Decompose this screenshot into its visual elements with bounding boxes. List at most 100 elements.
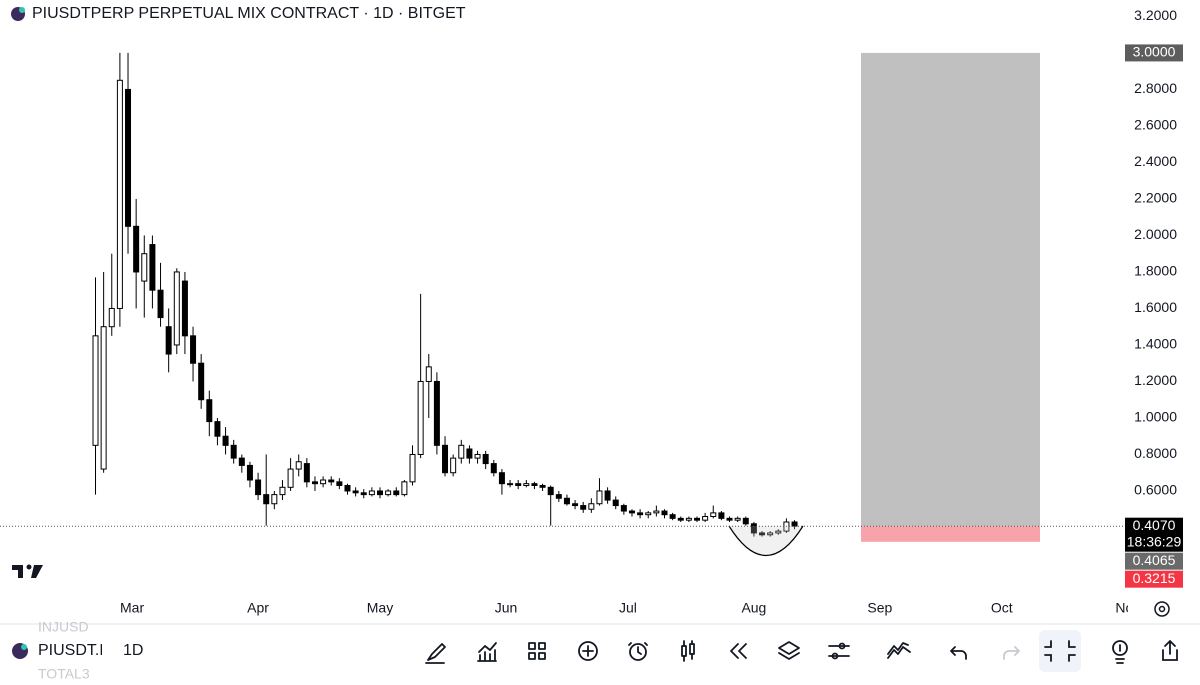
price-axis: 0.6000 0.8000 1.0000 1.2000 1.4000 1.6000 1.80… [1125,7,1183,588]
price-tag [1125,517,1183,552]
add[interactable] [578,641,598,661]
fullscreen[interactable] [1044,640,1076,662]
settings-icon[interactable] [1154,601,1170,617]
candle-body [466,448,473,459]
candle-body [206,399,213,423]
candle-body [344,484,351,492]
candle-body [279,486,286,496]
candle-body [141,253,148,282]
layouts[interactable] [528,642,546,660]
candle-body [710,512,717,518]
y-tick-label: 2.8000 [1134,80,1177,96]
watchlist-item[interactable]: TOTAL3 [38,666,90,682]
hints[interactable] [1112,640,1128,664]
candle-body [198,362,205,401]
fullscreen-button-bg[interactable] [1039,630,1081,672]
candle-body [246,464,253,481]
candle-body [580,505,587,510]
candle-body [181,280,188,337]
x-tick-label: Apr [247,600,269,616]
candle-body [612,499,619,507]
candle-body [604,490,611,501]
y-tick-label: 3.2000 [1134,7,1177,23]
candle-body [433,380,440,446]
x-tick-label: Nov [1115,600,1140,616]
price-tag [1125,570,1183,588]
share[interactable] [1162,639,1178,661]
price-tag [1125,44,1183,62]
x-tick-label: Jul [619,600,637,616]
symbol-logo-dot [21,644,27,650]
candle-body [255,479,262,496]
candle-body [320,479,327,485]
candle-body [531,483,538,486]
candle-body [694,517,701,521]
settings[interactable] [828,642,850,660]
candle-body [311,481,318,485]
objects[interactable] [778,641,800,660]
price-tag-label: 3.0000 [1133,44,1176,60]
candle-body [92,335,99,446]
indicators[interactable] [477,642,497,662]
candle-body [133,225,140,273]
candle-body [360,492,367,496]
candle-body [490,463,497,474]
candle-body [523,483,530,486]
candle-body [775,530,782,534]
symbol[interactable]: PIUSDT.P [38,642,110,659]
candle-body [588,503,595,510]
y-tick-label: 0.6000 [1134,482,1177,498]
price-tag-label: 0.3215 [1133,570,1176,586]
candle-body [653,510,660,514]
candle-body [425,366,432,382]
candle-body [677,517,684,521]
plot [0,52,1128,556]
candle-body [628,510,635,514]
x-tick-label: May [367,600,393,616]
y-tick-label: 1.8000 [1134,263,1177,279]
candle-body [385,490,392,496]
undo[interactable] [950,646,967,660]
candle-body [547,486,554,496]
candle-body [637,512,644,516]
candle-body [108,307,115,328]
candle-body [377,490,383,496]
candle-body [352,490,359,494]
replay[interactable] [730,643,747,659]
y-tick-label: 2.0000 [1134,226,1177,242]
candle-body [620,505,627,512]
candle-body [442,444,449,474]
redo[interactable] [1003,646,1020,660]
candle-body [572,503,579,507]
candle-body [173,271,180,346]
draw-tool[interactable] [425,643,446,664]
ideas[interactable] [887,642,911,659]
candle-body [287,468,294,488]
candle-body [401,481,408,496]
candle-body [767,532,774,536]
candle-body [100,326,107,470]
candle-body [718,512,725,519]
candle-body [222,435,229,446]
alert[interactable] [628,642,648,661]
candle-body [482,453,489,465]
candle-body [263,494,270,505]
price-tag [1125,552,1183,570]
symbol-logo-dot [19,7,25,13]
candle-body [515,483,522,486]
countdown: 18:36:29 [1127,533,1182,549]
candle-body [791,521,798,527]
y-tick-label: 1.4000 [1134,336,1177,352]
y-tick-label: 2.6000 [1134,117,1177,133]
chart-type[interactable] [681,640,695,662]
candle-body [295,461,302,470]
x-tick-label: Oct [991,600,1013,616]
candle-body [214,421,221,437]
interval[interactable]: 1D [123,642,143,659]
watchlist-item[interactable]: INJUSD [38,619,89,635]
candle-body [165,326,172,355]
candle-body [474,453,481,459]
x-tick-label: Mar [120,600,144,616]
candle-body [734,517,741,521]
